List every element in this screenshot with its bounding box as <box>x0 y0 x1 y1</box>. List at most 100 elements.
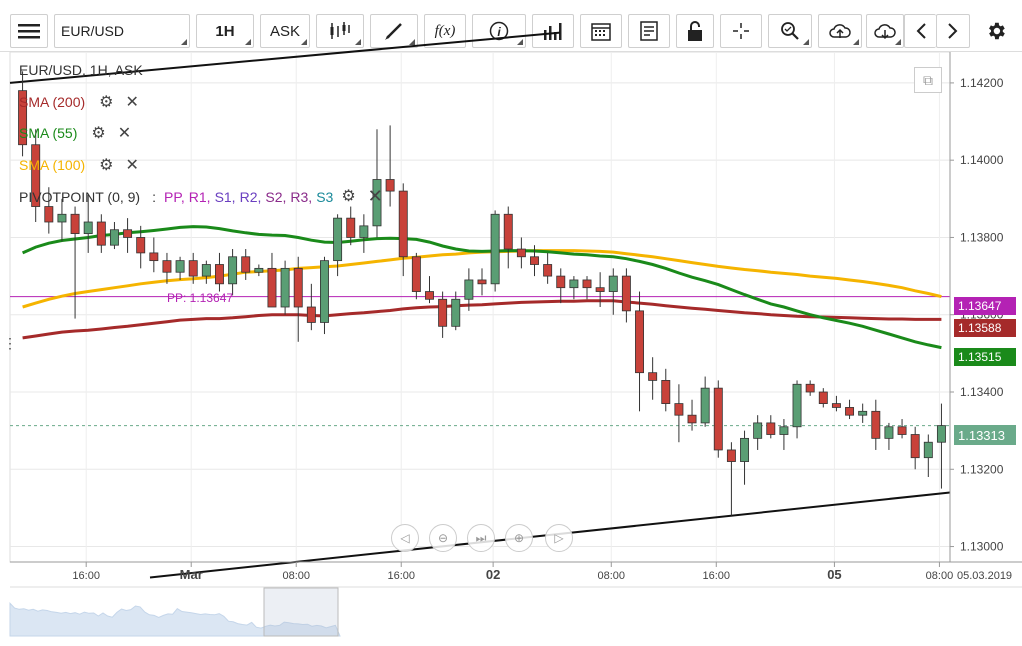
close-icon[interactable]: ✕ <box>367 186 383 206</box>
pivot-level-s1: S1, <box>214 188 236 205</box>
candle-body <box>503 213 513 250</box>
candle-body <box>753 422 763 439</box>
candle <box>503 206 513 269</box>
unlock-button[interactable] <box>676 14 714 48</box>
candle-body <box>910 434 920 459</box>
close-icon[interactable]: ✕ <box>117 125 132 142</box>
reset-icon: ⏭ <box>475 530 487 545</box>
candle <box>858 403 868 423</box>
scroll-right-button[interactable] <box>936 14 970 48</box>
candle-body <box>871 410 881 439</box>
gear-icon[interactable]: ⚙ <box>91 125 106 142</box>
candle <box>320 256 329 335</box>
candle-body <box>149 252 159 262</box>
pan-right-button[interactable]: ▷ <box>545 524 573 552</box>
candle-body <box>359 225 369 238</box>
candle-body <box>845 407 855 416</box>
zoom-out-button[interactable]: ⊖ <box>429 524 457 552</box>
menu-button[interactable] <box>10 14 48 48</box>
pivot-level-s2: S2, <box>265 188 287 205</box>
symbol-selector[interactable]: EUR/USD <box>54 14 190 48</box>
candle <box>18 71 28 157</box>
candle-body <box>490 213 500 285</box>
candle <box>162 252 172 284</box>
x-tick-label: 08:00 <box>598 570 626 582</box>
gear-icon[interactable]: ⚙ <box>341 188 356 205</box>
calendar-button[interactable] <box>580 14 622 48</box>
close-icon[interactable]: ✕ <box>125 157 139 174</box>
candle-body <box>582 279 592 289</box>
candle <box>713 380 723 458</box>
sma200-price-tag: 1.13588 <box>954 319 1016 337</box>
candle-body <box>425 291 434 300</box>
candle <box>254 264 264 277</box>
expand-icon: ⧉ <box>923 71 933 88</box>
x-tick-label: 02 <box>486 567 500 582</box>
navigator <box>9 586 1022 637</box>
candle-body <box>621 275 631 312</box>
scroll-left-button[interactable] <box>904 14 936 48</box>
pan-right-icon: ▷ <box>554 531 564 545</box>
candle-body <box>897 426 907 435</box>
candle <box>188 252 198 284</box>
candle <box>241 249 251 280</box>
candle-body <box>792 383 802 428</box>
reset-button[interactable]: ⏭ <box>467 524 495 552</box>
candle-body <box>241 256 251 273</box>
crosshair-button[interactable] <box>720 14 762 48</box>
function-icon: f(x) <box>434 22 456 39</box>
candle-body <box>385 179 395 192</box>
candle-body <box>923 441 933 459</box>
legend-sma100[interactable]: SMA (100) ⚙ ✕ <box>19 155 139 175</box>
legend-pivot[interactable]: PIVOTPOINT (0, 9) : PP, R1, S1, R2, S2, … <box>19 186 383 206</box>
pan-left-button[interactable]: ◁ <box>391 524 419 552</box>
candle <box>31 129 41 222</box>
price-type-selector[interactable]: ASK <box>260 14 310 48</box>
candle <box>385 125 395 207</box>
candle <box>543 252 553 284</box>
candle-body <box>608 275 618 292</box>
candle-body <box>674 403 684 416</box>
legend-sma200[interactable]: SMA (200) ⚙ ✕ <box>19 92 139 112</box>
info-button[interactable]: i <box>472 14 526 48</box>
upper-trendline <box>9 31 561 84</box>
expand-button[interactable]: ⧉ <box>914 67 942 93</box>
legend-sma55[interactable]: SMA (55) ⚙ ✕ <box>19 123 131 143</box>
close-icon[interactable]: ✕ <box>125 94 139 111</box>
timeframe-selector[interactable]: 1H <box>196 14 254 48</box>
candle <box>608 268 618 315</box>
resize-handle[interactable]: ⋮ <box>3 335 17 351</box>
candle <box>464 268 474 311</box>
gear-icon[interactable]: ⚙ <box>99 94 114 111</box>
pivot-level-r2: R2, <box>239 188 262 205</box>
candle <box>845 399 855 420</box>
candle <box>661 368 671 412</box>
candle-body <box>228 256 238 285</box>
candle <box>201 260 211 284</box>
news-button[interactable] <box>628 14 670 48</box>
chart-type-button[interactable] <box>316 14 364 48</box>
sma200-line <box>22 299 942 340</box>
x-tick-label: 16:00 <box>387 570 415 582</box>
candle <box>831 395 841 412</box>
zoom-in-icon: ⊕ <box>513 531 525 545</box>
svg-text:i: i <box>497 25 501 39</box>
candle-body <box>201 264 211 277</box>
zoom-in-button[interactable]: ⊕ <box>505 524 533 552</box>
candles-icon <box>330 22 350 39</box>
indicators-button[interactable] <box>532 14 574 48</box>
zoom-button[interactable] <box>768 14 812 48</box>
candle-body <box>726 449 736 462</box>
x-tick-label: Mar <box>180 567 203 582</box>
candle-body <box>779 426 789 435</box>
gear-icon[interactable]: ⚙ <box>99 157 114 174</box>
settings-button[interactable] <box>980 14 1012 48</box>
x-tick-label: 08:00 <box>926 570 954 582</box>
candle <box>516 237 526 269</box>
candle <box>792 380 802 439</box>
upload-button[interactable] <box>818 14 862 48</box>
sma55-label: SMA (55) <box>19 125 78 141</box>
candle-body <box>254 267 264 273</box>
download-button[interactable] <box>866 14 904 48</box>
